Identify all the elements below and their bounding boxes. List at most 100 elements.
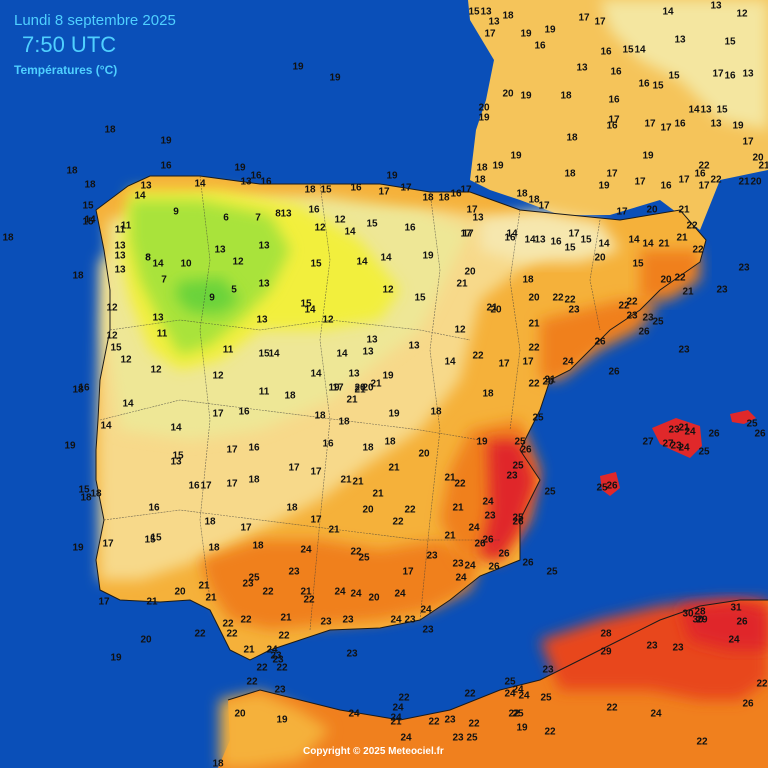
- iberia-coastline: [95, 175, 707, 661]
- station-value: 26: [608, 366, 620, 378]
- station-value: 23: [646, 640, 658, 652]
- station-value: 18: [566, 132, 578, 144]
- station-value: 26: [522, 557, 534, 569]
- station-value: 23: [642, 312, 654, 324]
- station-value: 22: [392, 516, 404, 528]
- station-value: 12: [120, 354, 132, 366]
- station-value: 18: [208, 542, 220, 554]
- station-value: 21: [388, 462, 400, 474]
- station-value: 11: [222, 344, 234, 356]
- station-value: 16: [660, 180, 672, 192]
- station-value: 14: [642, 238, 654, 250]
- africa-deepred-zone: [680, 602, 768, 650]
- station-value: 20: [542, 376, 554, 388]
- station-value: 15: [150, 532, 162, 544]
- station-value: 15: [110, 342, 122, 354]
- murcia-red-zone: [480, 440, 536, 560]
- station-value: 25: [512, 512, 524, 524]
- station-value: 21: [198, 580, 210, 592]
- station-value: 17: [644, 118, 656, 130]
- station-value: 14: [84, 214, 96, 226]
- station-value: 22: [508, 708, 520, 720]
- station-value: 26: [594, 336, 606, 348]
- station-value: 14: [688, 104, 700, 116]
- station-value: 21: [370, 378, 382, 390]
- station-value: 20: [464, 266, 476, 278]
- station-value: 22: [246, 676, 258, 688]
- station-value: 17: [712, 68, 724, 80]
- station-value: 25: [596, 482, 608, 494]
- station-value: 25: [532, 412, 544, 424]
- station-value: 14: [598, 238, 610, 250]
- station-value: 14: [662, 6, 674, 18]
- station-value: 16: [534, 40, 546, 52]
- station-value: 22: [278, 630, 290, 642]
- station-value: 17: [226, 478, 238, 490]
- station-value: 19: [234, 162, 246, 174]
- station-value: 23: [320, 616, 332, 628]
- station-value: 18: [284, 390, 296, 402]
- station-value: 23: [506, 470, 518, 482]
- station-value: 14: [310, 368, 322, 380]
- station-value: 22: [240, 614, 252, 626]
- station-value: 20: [368, 592, 380, 604]
- station-value: 18: [482, 388, 494, 400]
- station-value: 15: [78, 484, 90, 496]
- station-value: 16: [350, 182, 362, 194]
- station-value: 16: [188, 480, 200, 492]
- station-value: 22: [528, 342, 540, 354]
- station-value: 14: [444, 356, 456, 368]
- station-value: 16: [260, 176, 272, 188]
- station-value: 20: [362, 504, 374, 516]
- station-value: 17: [200, 480, 212, 492]
- station-value: 26: [736, 616, 748, 628]
- station-value: 21: [678, 422, 690, 434]
- station-value: 31: [730, 602, 742, 614]
- station-value: 13: [114, 240, 126, 252]
- station-value: 14: [380, 252, 392, 264]
- station-value: 9: [209, 292, 215, 304]
- station-value: 19: [328, 382, 340, 394]
- map-date: Lundi 8 septembre 2025: [14, 12, 176, 29]
- station-value: 20: [418, 448, 430, 460]
- station-value: 29: [696, 614, 708, 626]
- station-value: 18: [528, 194, 540, 206]
- station-value: 23: [270, 650, 282, 662]
- station-value: 17: [568, 228, 580, 240]
- station-value: 22: [194, 628, 206, 640]
- station-value: 16: [610, 66, 622, 78]
- station-value: 13: [214, 244, 226, 256]
- station-value: 20: [528, 292, 540, 304]
- station-value: 24: [512, 684, 524, 696]
- station-value: 26: [474, 538, 486, 550]
- station-value: 24: [455, 572, 467, 584]
- station-value: 25: [540, 692, 552, 704]
- station-value: 14: [268, 348, 280, 360]
- map-variable: Températures (°C): [14, 63, 118, 77]
- station-value: 23: [672, 642, 684, 654]
- station-value: 18: [474, 174, 486, 186]
- station-value: 20: [478, 102, 490, 114]
- station-value: 17: [634, 176, 646, 188]
- station-value: 12: [106, 302, 118, 314]
- station-value: 17: [402, 566, 414, 578]
- south-hot-zone: [200, 540, 480, 630]
- station-value: 14: [100, 420, 112, 432]
- station-value: 12: [212, 370, 224, 382]
- station-value: 16: [638, 78, 650, 90]
- station-value: 18: [502, 10, 514, 22]
- station-value: 10: [180, 258, 192, 270]
- station-value: 19: [276, 714, 288, 726]
- station-value: 17: [498, 358, 510, 370]
- station-value: 18: [90, 488, 102, 500]
- station-value: 18: [80, 492, 92, 504]
- station-value: 21: [352, 476, 364, 488]
- france-cool-zone: [600, 0, 768, 130]
- station-value: 21: [346, 394, 358, 406]
- station-value: 17: [460, 228, 472, 240]
- station-value: 16: [550, 236, 562, 248]
- station-value: 25: [248, 572, 260, 584]
- station-value: 26: [482, 534, 494, 546]
